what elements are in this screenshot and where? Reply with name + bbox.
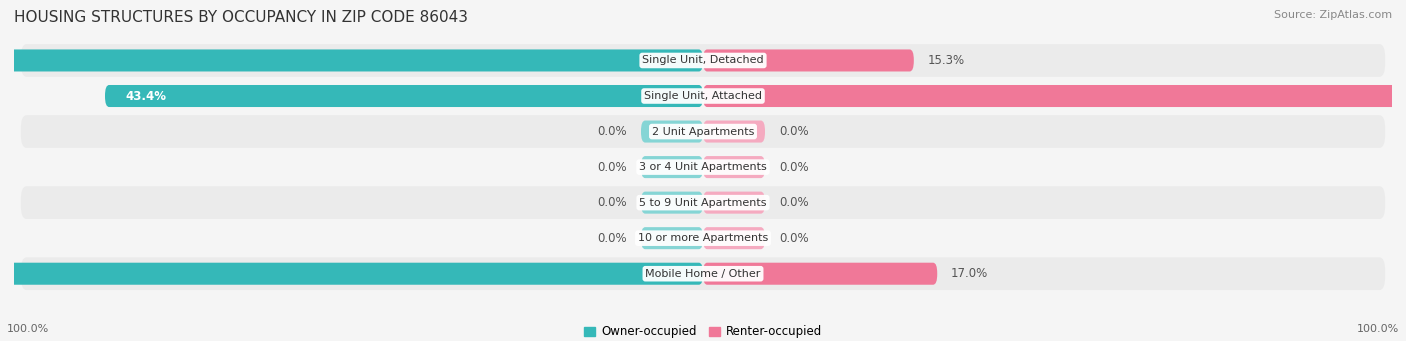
FancyBboxPatch shape <box>703 49 914 72</box>
Text: 17.0%: 17.0% <box>950 267 988 280</box>
FancyBboxPatch shape <box>105 85 703 107</box>
FancyBboxPatch shape <box>21 151 1385 183</box>
Text: 43.4%: 43.4% <box>125 89 167 103</box>
FancyBboxPatch shape <box>21 115 1385 148</box>
FancyBboxPatch shape <box>21 80 1385 112</box>
FancyBboxPatch shape <box>641 156 703 178</box>
Text: 0.0%: 0.0% <box>598 125 627 138</box>
Text: 0.0%: 0.0% <box>598 161 627 174</box>
Text: 2 Unit Apartments: 2 Unit Apartments <box>652 127 754 136</box>
Text: HOUSING STRUCTURES BY OCCUPANCY IN ZIP CODE 86043: HOUSING STRUCTURES BY OCCUPANCY IN ZIP C… <box>14 10 468 25</box>
FancyBboxPatch shape <box>21 257 1385 290</box>
Text: 5 to 9 Unit Apartments: 5 to 9 Unit Apartments <box>640 198 766 208</box>
Text: 0.0%: 0.0% <box>779 232 808 245</box>
FancyBboxPatch shape <box>703 192 765 214</box>
Text: 0.0%: 0.0% <box>779 125 808 138</box>
FancyBboxPatch shape <box>703 156 765 178</box>
FancyBboxPatch shape <box>0 49 703 72</box>
Text: Source: ZipAtlas.com: Source: ZipAtlas.com <box>1274 10 1392 20</box>
Text: Single Unit, Detached: Single Unit, Detached <box>643 56 763 65</box>
Text: 100.0%: 100.0% <box>1357 324 1399 334</box>
Text: 0.0%: 0.0% <box>779 161 808 174</box>
Text: 100.0%: 100.0% <box>7 324 49 334</box>
FancyBboxPatch shape <box>703 120 765 143</box>
Text: 3 or 4 Unit Apartments: 3 or 4 Unit Apartments <box>640 162 766 172</box>
FancyBboxPatch shape <box>21 186 1385 219</box>
Text: Single Unit, Attached: Single Unit, Attached <box>644 91 762 101</box>
Text: 10 or more Apartments: 10 or more Apartments <box>638 233 768 243</box>
FancyBboxPatch shape <box>703 263 938 285</box>
Text: 15.3%: 15.3% <box>928 54 965 67</box>
Text: 0.0%: 0.0% <box>598 196 627 209</box>
FancyBboxPatch shape <box>641 227 703 249</box>
FancyBboxPatch shape <box>703 85 1406 107</box>
FancyBboxPatch shape <box>21 44 1385 77</box>
FancyBboxPatch shape <box>641 120 703 143</box>
Text: Mobile Home / Other: Mobile Home / Other <box>645 269 761 279</box>
FancyBboxPatch shape <box>641 192 703 214</box>
Text: 0.0%: 0.0% <box>779 196 808 209</box>
FancyBboxPatch shape <box>0 263 703 285</box>
Text: 0.0%: 0.0% <box>598 232 627 245</box>
Legend: Owner-occupied, Renter-occupied: Owner-occupied, Renter-occupied <box>579 321 827 341</box>
FancyBboxPatch shape <box>703 227 765 249</box>
FancyBboxPatch shape <box>21 222 1385 254</box>
